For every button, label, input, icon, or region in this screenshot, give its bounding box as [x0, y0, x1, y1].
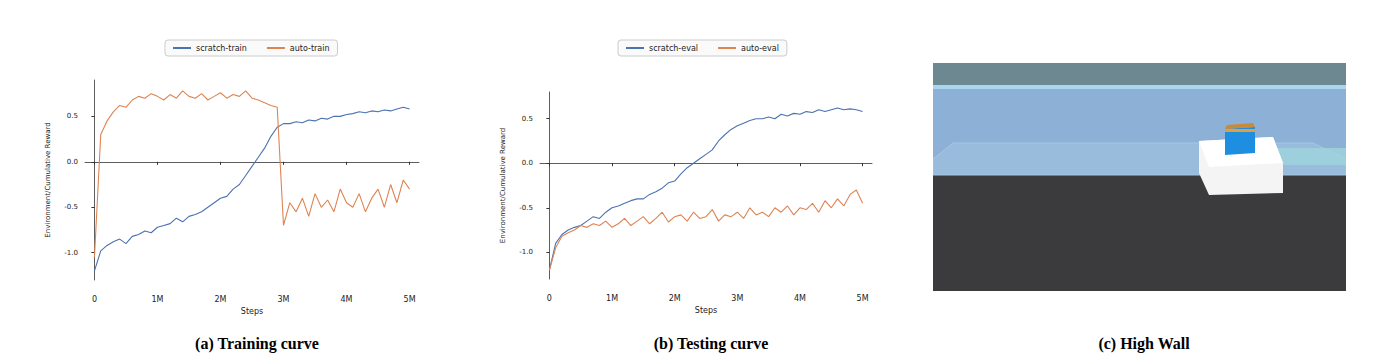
svg-text:scratch-train: scratch-train — [196, 44, 247, 53]
svg-text:2M: 2M — [214, 295, 226, 304]
svg-text:(b) Testing curve: (b) Testing curve — [654, 335, 769, 353]
svg-text:5M: 5M — [857, 294, 869, 303]
svg-text:0: 0 — [92, 295, 97, 304]
svg-text:0: 0 — [547, 294, 552, 303]
svg-text:0.0: 0.0 — [67, 158, 78, 166]
svg-text:Environment/Cumulative Reward: Environment/Cumulative Reward — [44, 122, 52, 237]
svg-text:(a) Training curve: (a) Training curve — [195, 335, 319, 353]
svg-text:-1.0: -1.0 — [64, 249, 78, 257]
svg-text:3M: 3M — [731, 294, 743, 303]
svg-text:1M: 1M — [606, 294, 618, 303]
svg-text:2M: 2M — [669, 294, 681, 303]
svg-text:4M: 4M — [794, 294, 806, 303]
svg-text:-1.0: -1.0 — [519, 248, 533, 256]
svg-text:-0.5: -0.5 — [519, 204, 533, 212]
svg-text:3M: 3M — [278, 295, 290, 304]
svg-text:scratch-eval: scratch-eval — [649, 44, 698, 53]
svg-text:0.5: 0.5 — [67, 112, 78, 120]
svg-text:Steps: Steps — [695, 306, 717, 315]
svg-text:0.5: 0.5 — [522, 115, 533, 123]
svg-text:5M: 5M — [404, 295, 416, 304]
svg-text:1M: 1M — [151, 295, 163, 304]
svg-text:-0.5: -0.5 — [64, 203, 78, 211]
svg-text:Steps: Steps — [241, 307, 263, 316]
svg-text:4M: 4M — [341, 295, 353, 304]
svg-text:auto-train: auto-train — [290, 44, 330, 53]
svg-text:0.0: 0.0 — [522, 159, 533, 167]
svg-text:auto-eval: auto-eval — [741, 44, 779, 53]
svg-text:(c) High Wall: (c) High Wall — [1098, 335, 1190, 353]
svg-text:Environment/Cumulative Reward: Environment/Cumulative Reward — [499, 128, 507, 243]
